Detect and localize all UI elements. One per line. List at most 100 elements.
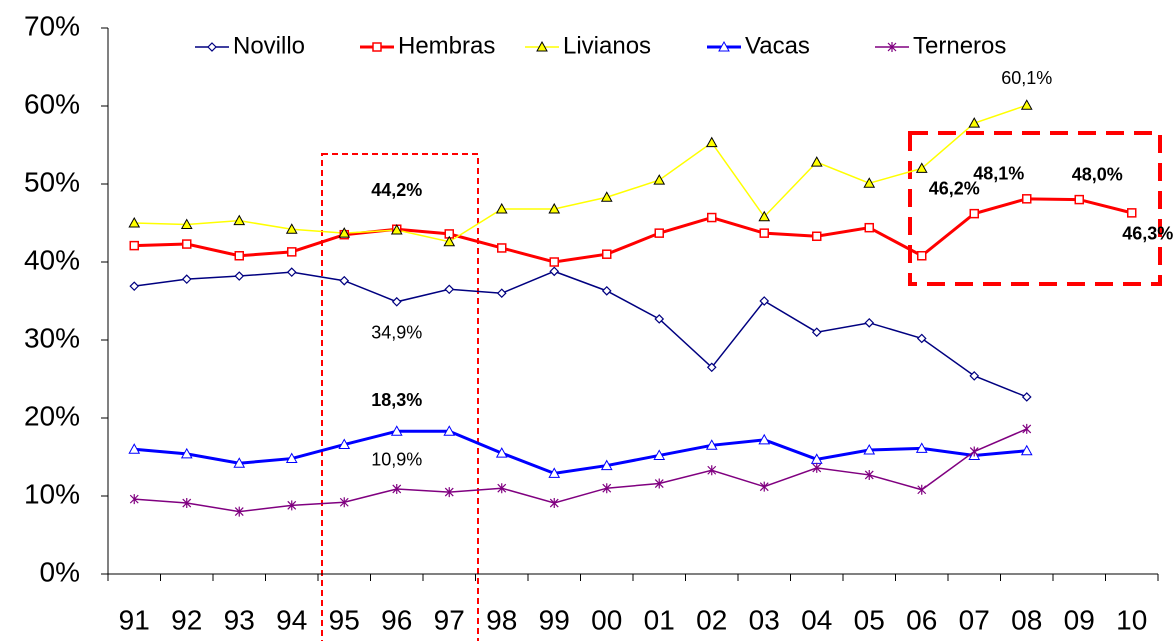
point [180, 447, 193, 459]
point [390, 223, 403, 235]
point [443, 425, 456, 436]
legend-item: Hembras [360, 32, 495, 59]
point [372, 42, 382, 52]
point [863, 177, 876, 188]
point [287, 247, 297, 257]
legend-label: Livianos [563, 32, 651, 59]
legend-label: Novillo [233, 32, 305, 59]
point [548, 202, 561, 214]
point [601, 286, 612, 296]
point [549, 266, 560, 277]
series-line [134, 197, 1133, 264]
x-tick-label: 96 [381, 604, 412, 635]
point [339, 497, 349, 508]
value-label: 34,9% [371, 323, 422, 343]
point [1021, 392, 1032, 402]
y-tick-label: 70% [24, 10, 80, 41]
point [536, 40, 548, 52]
point [495, 202, 508, 214]
x-tick-label: 97 [434, 604, 465, 635]
point [864, 317, 875, 328]
point [444, 284, 455, 295]
point [969, 208, 979, 219]
highlight-box [908, 131, 1162, 286]
y-tick-label: 0% [40, 556, 80, 587]
x-tick-label: 01 [644, 604, 675, 635]
point [444, 487, 454, 498]
value-label: 48,0% [1072, 164, 1123, 184]
point [1022, 423, 1032, 434]
point [182, 239, 192, 249]
point [496, 288, 507, 299]
x-tick-label: 92 [171, 604, 202, 635]
point [863, 443, 876, 455]
point [129, 240, 139, 251]
point [390, 425, 403, 436]
x-tick-label: 09 [1064, 604, 1095, 635]
point [758, 433, 771, 445]
value-label: 46,2% [929, 178, 980, 198]
point [968, 117, 981, 128]
point [758, 210, 771, 222]
x-tick-label: 03 [749, 604, 780, 635]
point [653, 449, 666, 460]
y-tick-label: 60% [24, 88, 80, 119]
point [654, 228, 664, 238]
y-tick-label: 10% [24, 478, 80, 509]
point [600, 191, 613, 202]
point [600, 459, 613, 471]
point [497, 243, 507, 253]
point [718, 40, 730, 52]
point [759, 481, 769, 492]
point [1020, 99, 1033, 110]
legend-item: Livianos [525, 32, 651, 59]
value-label: 46,3% [1122, 224, 1173, 244]
point [233, 457, 246, 468]
point [233, 214, 246, 226]
point [654, 478, 664, 489]
highlight-box [321, 153, 479, 641]
legend-item: Terneros [875, 32, 1006, 59]
y-tick-label: 50% [24, 166, 80, 197]
series-line [134, 104, 1027, 243]
point [129, 281, 140, 292]
legend-item: Novillo [195, 32, 305, 59]
point [1020, 444, 1033, 456]
point [602, 249, 612, 259]
point [549, 257, 559, 267]
x-tick-label: 07 [959, 604, 990, 635]
point [182, 498, 192, 509]
point [811, 327, 822, 338]
legend-label: Hembras [398, 32, 495, 59]
x-tick-label: 94 [276, 604, 307, 635]
x-tick-label: 91 [119, 604, 150, 635]
point [915, 442, 928, 453]
point [129, 494, 139, 505]
point [181, 274, 192, 285]
point [864, 222, 874, 233]
point [707, 465, 717, 476]
value-label: 18,3% [371, 390, 422, 410]
point [654, 314, 665, 324]
legend-item: Vacas [707, 32, 810, 59]
point [495, 447, 508, 458]
x-tick-label: 08 [1011, 604, 1042, 635]
y-tick-label: 30% [24, 322, 80, 353]
point [812, 462, 822, 473]
point [338, 227, 351, 238]
x-tick-label: 98 [486, 604, 517, 635]
point [705, 136, 718, 148]
point [653, 174, 666, 185]
point [887, 42, 897, 52]
x-tick-label: 99 [539, 604, 570, 635]
point [128, 216, 141, 228]
x-tick-label: 06 [906, 604, 937, 635]
point [1074, 194, 1084, 205]
point [285, 452, 298, 464]
point [1127, 208, 1137, 218]
point [286, 267, 297, 277]
x-tick-label: 00 [591, 604, 622, 635]
series-line [134, 270, 1028, 398]
point [864, 469, 874, 480]
series-line [134, 428, 1028, 513]
